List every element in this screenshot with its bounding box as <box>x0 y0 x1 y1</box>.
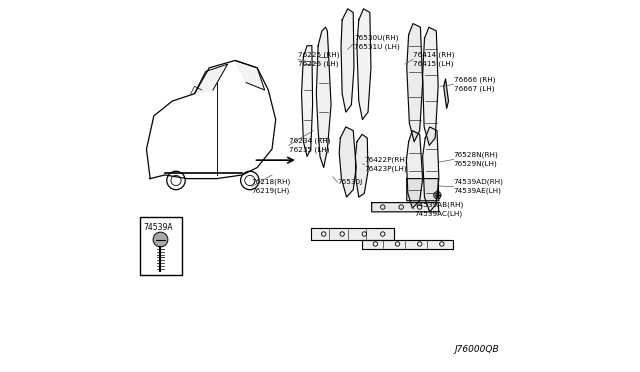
Bar <box>140 217 182 275</box>
Text: 76528N(RH)
76529N(LH): 76528N(RH) 76529N(LH) <box>454 152 499 167</box>
Polygon shape <box>339 127 356 197</box>
Text: J76000QB: J76000QB <box>454 345 499 354</box>
Polygon shape <box>372 203 439 212</box>
Circle shape <box>434 192 441 199</box>
Polygon shape <box>406 131 422 208</box>
Polygon shape <box>301 46 312 157</box>
Text: 76422P(RH)
76423P(LH): 76422P(RH) 76423P(LH) <box>364 157 408 172</box>
Text: 76234 (RH)
76235 (LH): 76234 (RH) 76235 (LH) <box>289 138 330 153</box>
Text: 76530J: 76530J <box>338 179 363 185</box>
Text: 76530U(RH)
76531U (LH): 76530U(RH) 76531U (LH) <box>355 35 400 51</box>
Polygon shape <box>355 134 368 197</box>
Polygon shape <box>407 179 439 201</box>
Polygon shape <box>362 240 453 249</box>
Text: 76218(RH)
76219(LH): 76218(RH) 76219(LH) <box>252 179 291 195</box>
Text: 74539AB(RH)
74539AC(LH): 74539AB(RH) 74539AC(LH) <box>414 201 463 217</box>
Text: 76225 (RH)
76226 (LH): 76225 (RH) 76226 (LH) <box>298 52 339 67</box>
Text: 76666 (RH)
76667 (LH): 76666 (RH) 76667 (LH) <box>454 77 495 92</box>
Polygon shape <box>235 61 264 90</box>
Polygon shape <box>444 79 449 109</box>
Circle shape <box>153 232 168 247</box>
Polygon shape <box>407 23 422 142</box>
Polygon shape <box>316 27 331 167</box>
Text: 74539A: 74539A <box>143 223 173 232</box>
Polygon shape <box>422 27 438 145</box>
Text: 76414 (RH)
76415 (LH): 76414 (RH) 76415 (LH) <box>413 52 454 67</box>
Polygon shape <box>311 228 394 240</box>
Polygon shape <box>341 9 354 112</box>
Polygon shape <box>195 64 228 94</box>
Polygon shape <box>422 127 439 212</box>
Text: 74539AD(RH)
74539AE(LH): 74539AD(RH) 74539AE(LH) <box>454 179 504 195</box>
Polygon shape <box>357 9 371 119</box>
